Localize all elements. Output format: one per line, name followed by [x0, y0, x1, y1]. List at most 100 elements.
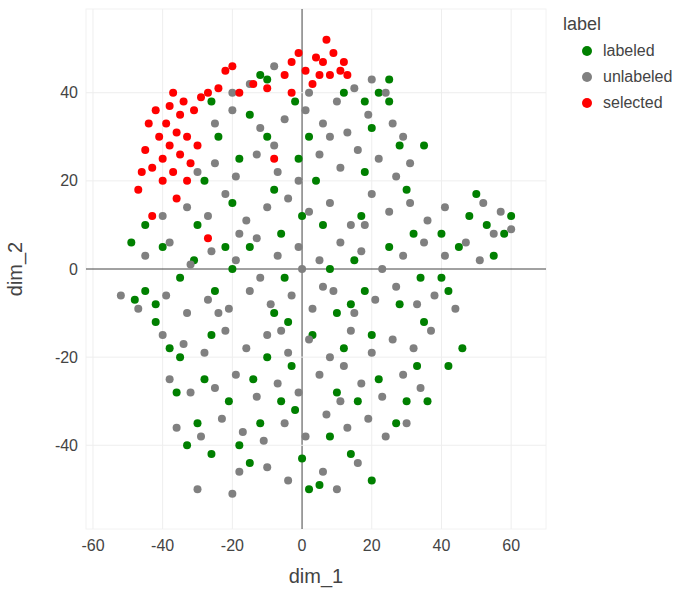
point — [413, 300, 421, 308]
point — [260, 437, 268, 445]
point — [336, 397, 344, 405]
point — [187, 261, 195, 269]
point — [270, 142, 278, 150]
point — [274, 168, 282, 176]
point — [500, 230, 508, 238]
point — [378, 393, 386, 401]
point — [326, 353, 334, 361]
point — [427, 327, 435, 335]
point — [368, 76, 376, 84]
point — [343, 424, 351, 432]
point — [176, 353, 184, 361]
point — [305, 133, 313, 141]
point — [329, 49, 337, 57]
point — [263, 463, 271, 471]
tick-label: 60 — [502, 537, 520, 554]
grid-line — [86, 92, 546, 93]
series-unlabeled — [117, 62, 515, 497]
point — [336, 67, 344, 75]
point — [507, 212, 515, 220]
point — [298, 212, 306, 220]
point — [194, 419, 202, 427]
point — [200, 349, 208, 357]
tick-label: 40 — [433, 537, 451, 554]
point — [396, 142, 404, 150]
point — [357, 212, 365, 220]
point — [127, 239, 135, 247]
point — [483, 221, 491, 229]
point — [291, 98, 299, 106]
tick-label: 20 — [363, 537, 381, 554]
point — [361, 98, 369, 106]
point — [347, 450, 355, 458]
point — [389, 120, 397, 128]
legend-marker — [582, 72, 592, 82]
background — [0, 0, 700, 607]
point — [305, 208, 313, 216]
point — [291, 406, 299, 414]
point — [204, 234, 212, 242]
point — [187, 388, 195, 396]
point — [214, 133, 222, 141]
point — [281, 115, 289, 123]
legend-label: selected — [603, 94, 663, 111]
point — [319, 58, 327, 66]
point — [340, 362, 348, 370]
point — [382, 432, 390, 440]
point — [200, 375, 208, 383]
point — [385, 76, 393, 84]
point — [242, 217, 250, 225]
point — [322, 410, 330, 418]
point — [207, 98, 215, 106]
point — [375, 375, 383, 383]
point — [347, 221, 355, 229]
point — [194, 485, 202, 493]
point — [204, 89, 212, 97]
point — [340, 58, 348, 66]
point — [232, 256, 240, 264]
point — [263, 133, 271, 141]
axis-title: dim_1 — [289, 565, 343, 588]
point — [326, 265, 334, 273]
point — [326, 133, 334, 141]
point — [399, 252, 407, 260]
point — [343, 71, 351, 79]
point — [490, 252, 498, 260]
point — [159, 155, 167, 163]
point — [253, 393, 261, 401]
point — [246, 243, 254, 251]
point — [437, 274, 445, 282]
point — [350, 84, 358, 92]
point — [270, 309, 278, 317]
point — [302, 106, 310, 114]
point — [305, 485, 313, 493]
point — [221, 67, 229, 75]
point — [479, 199, 487, 207]
point — [309, 80, 317, 88]
point — [200, 177, 208, 185]
point — [228, 199, 236, 207]
point — [263, 76, 271, 84]
point — [364, 111, 372, 119]
point — [138, 168, 146, 176]
point — [410, 344, 418, 352]
point — [180, 98, 188, 106]
point — [141, 252, 149, 260]
point — [295, 49, 303, 57]
point — [281, 274, 289, 282]
point — [218, 415, 226, 423]
point — [343, 128, 351, 136]
point — [204, 296, 212, 304]
point — [417, 274, 425, 282]
point — [225, 397, 233, 405]
point — [162, 291, 170, 299]
point — [361, 168, 369, 176]
point — [305, 336, 313, 344]
point — [319, 221, 327, 229]
point — [406, 159, 414, 167]
point — [232, 371, 240, 379]
point — [462, 239, 470, 247]
point — [228, 89, 236, 97]
point — [169, 89, 177, 97]
point — [176, 111, 184, 119]
